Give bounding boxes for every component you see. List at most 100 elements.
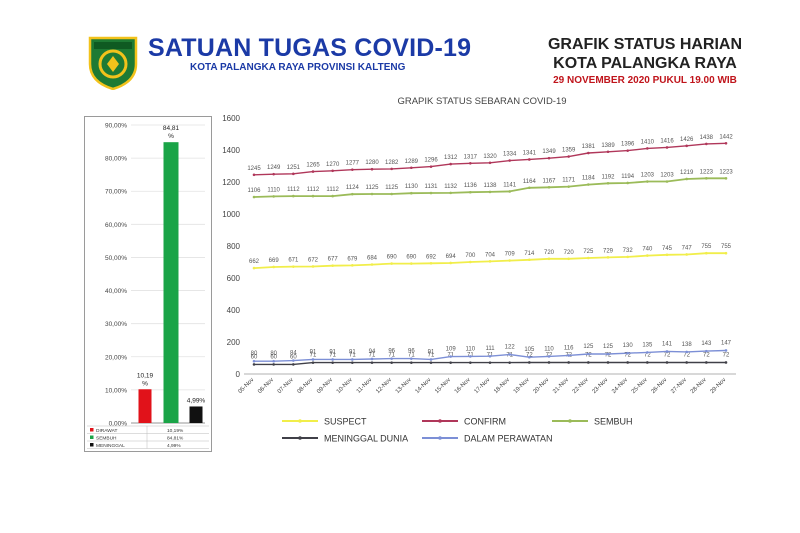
line-point (410, 357, 413, 360)
line-data-label: 130 (623, 343, 634, 349)
line-data-label: 692 (426, 254, 437, 260)
line-point (547, 257, 551, 261)
line-data-label: 71 (349, 353, 356, 359)
line-data-label: 1192 (602, 174, 616, 180)
line-data-label: 1249 (267, 165, 281, 171)
line-point (488, 190, 492, 194)
line-xtick-label: 28-Nov (690, 377, 708, 395)
line-data-label: 1265 (306, 163, 320, 169)
line-data-label: 1317 (464, 154, 478, 160)
line-xtick-label: 17-Nov (473, 377, 491, 395)
line-point (331, 358, 334, 361)
line-chart-title: GRAPIK STATUS SEBARAN COVID-19 (397, 96, 566, 107)
line-data-label: 671 (288, 258, 299, 264)
line-point (292, 172, 295, 176)
line-xtick-label: 25-Nov (631, 377, 649, 395)
line-data-label: 1270 (326, 162, 340, 168)
line-point (370, 167, 374, 171)
line-point (705, 177, 708, 180)
line-point (488, 354, 492, 358)
line-point (449, 191, 452, 195)
line-data-label: 1132 (444, 184, 458, 190)
line-point (567, 354, 570, 357)
line-data-label: 1194 (621, 174, 635, 180)
line-ytick-label: 0 (236, 370, 241, 379)
line-point (587, 361, 590, 364)
line-data-label: 1138 (484, 183, 498, 189)
line-data-label: 71 (369, 353, 376, 359)
line-data-label: 116 (564, 345, 574, 351)
line-xtick-label: 10-Nov (336, 377, 354, 395)
line-point (528, 158, 531, 161)
line-point (587, 151, 590, 155)
line-data-label: 125 (583, 344, 594, 350)
line-data-label: 1416 (660, 138, 674, 144)
legend-label: SUSPECT (324, 417, 367, 427)
line-data-label: 109 (446, 347, 457, 353)
line-point (646, 180, 649, 183)
line-data-label: 122 (505, 344, 516, 350)
line-point (429, 191, 433, 195)
line-data-label: 1110 (267, 187, 280, 193)
line-xtick-label: 13-Nov (395, 377, 413, 395)
line-data-label: 740 (642, 247, 653, 253)
line-data-label: 729 (603, 248, 614, 254)
line-xtick-label: 19-Nov (513, 377, 531, 395)
line-point (685, 253, 688, 256)
line-point (488, 161, 492, 165)
line-point (292, 359, 295, 362)
line-xtick-label: 18-Nov (493, 377, 511, 395)
line-data-label: 1334 (503, 152, 517, 158)
bar-chart-svg: 0,00% 10,00% 20,00% 30,00% 40,00% 50,00% 60,00… (87, 123, 209, 449)
status-line-chart: GRAPIK STATUS SEBARAN COVID-19 0 200 400 600… (222, 90, 742, 450)
line-data-label: 700 (465, 253, 476, 259)
line-point (724, 141, 728, 145)
line-point (469, 355, 472, 358)
line-xtick-label: 21-Nov (552, 377, 570, 395)
line-data-label: 1381 (582, 144, 596, 150)
line-point (508, 190, 511, 193)
line-data-label: 1171 (562, 178, 576, 184)
line-data-label: 71 (329, 353, 336, 359)
line-data-label: 714 (524, 251, 535, 257)
org-subtitle: KOTA PALANGKA RAYA PROVINSI KALTENG (190, 62, 406, 73)
bar-table-value: 84,81% (167, 435, 184, 441)
legend-marker (568, 419, 572, 423)
line-data-label: 1112 (326, 187, 339, 193)
line-point (724, 177, 728, 180)
line-data-label: 1124 (346, 185, 360, 191)
line-data-label: 72 (605, 352, 612, 358)
line-xtick-label: 20-Nov (532, 377, 550, 395)
line-data-label: 1203 (641, 173, 655, 179)
line-point (292, 265, 295, 268)
report-date: 29 NOVEMBER 2020 PUKUL 19.00 WIB (553, 75, 737, 86)
line-point (370, 192, 374, 196)
line-data-label: 111 (485, 346, 495, 352)
line-point (311, 170, 315, 173)
line-data-label: 747 (682, 245, 693, 251)
line-data-label: 72 (723, 352, 730, 358)
line-point (705, 142, 708, 146)
line-data-label: 732 (623, 248, 634, 254)
bar-table-swatch (90, 428, 94, 432)
line-point (449, 162, 452, 166)
line-point (449, 261, 452, 265)
bar-data-label-unit: % (142, 380, 148, 387)
line-ytick-label: 400 (227, 306, 241, 315)
line-data-label: 110 (466, 346, 476, 352)
line-point (351, 192, 354, 196)
line-xtick-label: 08-Nov (296, 377, 314, 395)
line-data-label: 1349 (542, 149, 556, 155)
line-data-label: 1396 (621, 142, 635, 148)
line-data-label: 71 (428, 353, 435, 359)
line-data-label: 679 (347, 256, 358, 262)
line-point (606, 361, 610, 364)
bar-data-label-unit: % (168, 133, 174, 140)
line-point (311, 265, 315, 268)
line-point (410, 262, 413, 265)
line-data-label: 141 (662, 341, 673, 347)
line-data-label: 677 (328, 257, 339, 263)
bar-data-label: 10,19 (137, 372, 154, 379)
line-data-label: 1141 (503, 182, 517, 188)
line-point (587, 183, 590, 186)
